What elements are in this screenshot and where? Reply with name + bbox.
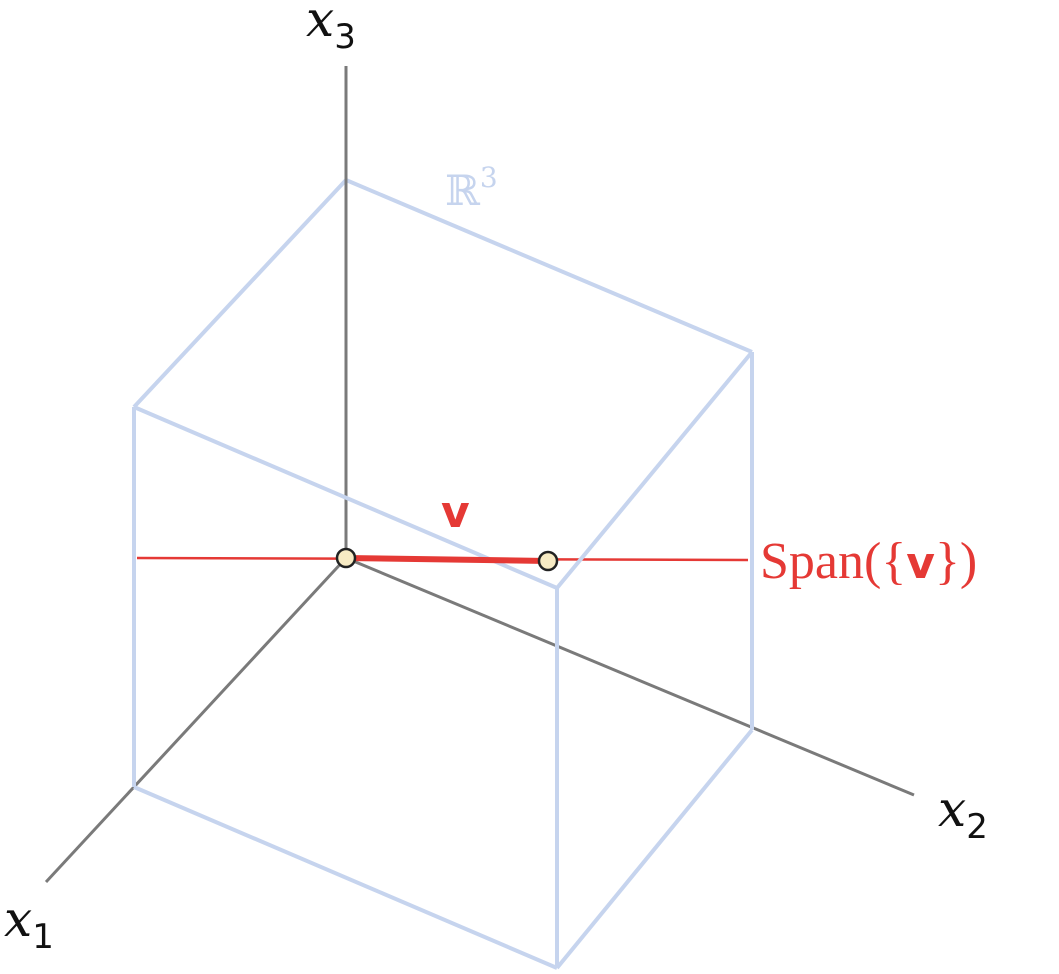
vector-tip-point [537,550,559,572]
x3-axis-label: x3 [306,0,356,57]
cube-edge-top-right [555,350,754,590]
x1-axis-label: x1 [4,890,54,957]
span-label: Span({v}) [760,533,977,590]
space-label: ℝ3 [445,161,498,215]
vector-v [343,555,551,564]
cube-edges [132,350,754,970]
cube-edge-bottom-front [133,785,558,970]
cube-back-edges [132,178,753,409]
vector-label: v [441,487,470,538]
x2-axis-label: x2 [938,780,988,847]
cube-edge-top-left [132,178,348,409]
x2-axis-line [345,556,915,797]
cube-edge-top-back [345,178,753,354]
x1-axis-line [44,556,348,884]
cube-edge-bottom-right [555,728,754,970]
origin-point [335,547,357,569]
axes [44,66,915,884]
